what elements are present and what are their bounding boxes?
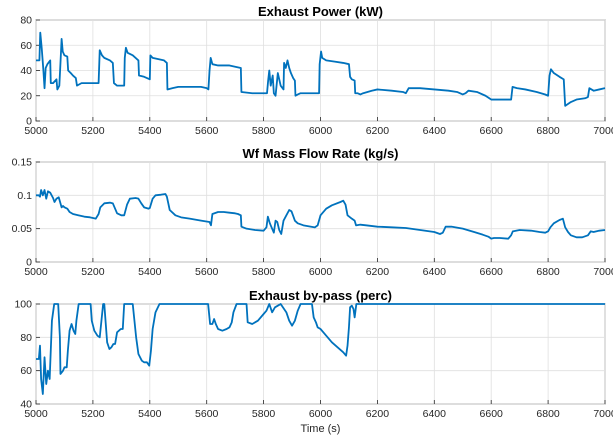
exhaust-bypass-x-tick-label: 6200 <box>366 408 390 420</box>
title-exhaust-power: Exhaust Power (kW) <box>258 4 383 19</box>
exhaust-bypass-x-tick-label: 5800 <box>252 408 276 420</box>
subplot-exhaust-power: 5000 5200 5400 5600 5800 6000 6200 6400 6600 6800… <box>20 4 613 137</box>
title-exhaust-bypass: Exhaust by-pass (perc) <box>249 288 392 303</box>
exhaust-power-x-tick-label: 5800 <box>252 125 276 137</box>
wf-mass-flow-rate-x-tick-label: 6000 <box>309 266 333 278</box>
x-axis-label: Time (s) <box>301 423 341 435</box>
exhaust-bypass-x-tick-label: 5000 <box>24 408 48 420</box>
exhaust-bypass-x-tick-label: 5600 <box>195 408 219 420</box>
exhaust-power-x-tick-label: 5400 <box>138 125 162 137</box>
exhaust-power-x-tick-label: 6200 <box>366 125 390 137</box>
subplot-exhaust-bypass: 5000 5200 5400 5600 5800 6000 6200 6400 6600 6800… <box>14 288 613 435</box>
exhaust-bypass-x-tick-label: 6600 <box>480 408 504 420</box>
wf-mass-flow-rate-x-tick-label: 6200 <box>366 266 390 278</box>
wf-mass-flow-rate-x-tick-label: 5000 <box>24 266 48 278</box>
exhaust-bypass-x-tick-label: 5400 <box>138 408 162 420</box>
wf-mass-flow-rate-x-tick-label: 6600 <box>480 266 504 278</box>
exhaust-power-x-tick-label: 6400 <box>423 125 447 137</box>
exhaust-power-y-tick-label: 60 <box>20 40 32 52</box>
wf-mass-flow-rate-x-tick-label: 6800 <box>536 266 560 278</box>
wf-mass-flow-rate-series-line <box>36 189 606 240</box>
exhaust-power-y-tick-label: 80 <box>20 15 32 27</box>
exhaust-bypass-x-tick-label: 6000 <box>309 408 333 420</box>
exhaust-power-x-tick-label: 5000 <box>24 125 48 137</box>
title-wf-mass-flow-rate: Wf Mass Flow Rate (kg/s) <box>242 146 398 161</box>
subplot-wf-mass-flow-rate: 5000 5200 5400 5600 5800 6000 6200 6400 6600 6800… <box>12 146 613 278</box>
wf-mass-flow-rate-x-tick-label: 5200 <box>81 266 105 278</box>
exhaust-bypass-y-tick-label: 40 <box>20 399 32 411</box>
exhaust-bypass-x-tick-label: 5200 <box>81 408 105 420</box>
wf-mass-flow-rate-x-tick-label: 6400 <box>423 266 447 278</box>
exhaust-bypass-y-tick-label: 100 <box>14 299 32 311</box>
exhaust-power-y-tick-label: 20 <box>20 90 32 102</box>
exhaust-power-x-tick-label: 6000 <box>309 125 333 137</box>
wf-mass-flow-rate-y-tick-label: 0 <box>26 257 32 269</box>
exhaust-bypass-y-tick-label: 80 <box>20 332 32 344</box>
exhaust-bypass-series-line <box>36 303 605 395</box>
wf-mass-flow-rate-y-tick-label: 0.05 <box>12 223 33 235</box>
wf-mass-flow-rate-x-tick-label: 5400 <box>138 266 162 278</box>
wf-mass-flow-rate-y-tick-label: 0.15 <box>12 157 33 169</box>
wf-mass-flow-rate-y-tick-label: 0.1 <box>17 190 32 202</box>
exhaust-bypass-x-tick-label: 6800 <box>536 408 560 420</box>
exhaust-power-x-tick-label: 6600 <box>480 125 504 137</box>
exhaust-power-series-line <box>36 31 606 107</box>
exhaust-power-x-tick-label: 5200 <box>81 125 105 137</box>
exhaust-bypass-y-tick-label: 60 <box>20 365 32 377</box>
exhaust-power-y-tick-label: 0 <box>26 116 32 128</box>
exhaust-power-x-tick-label: 5600 <box>195 125 219 137</box>
exhaust-power-y-tick-label: 40 <box>20 65 32 77</box>
wf-mass-flow-rate-x-tick-label: 5800 <box>252 266 276 278</box>
exhaust-bypass-x-tick-label: 6400 <box>423 408 447 420</box>
wf-mass-flow-rate-x-tick-label: 5600 <box>195 266 219 278</box>
exhaust-power-x-tick-label: 6800 <box>536 125 560 137</box>
